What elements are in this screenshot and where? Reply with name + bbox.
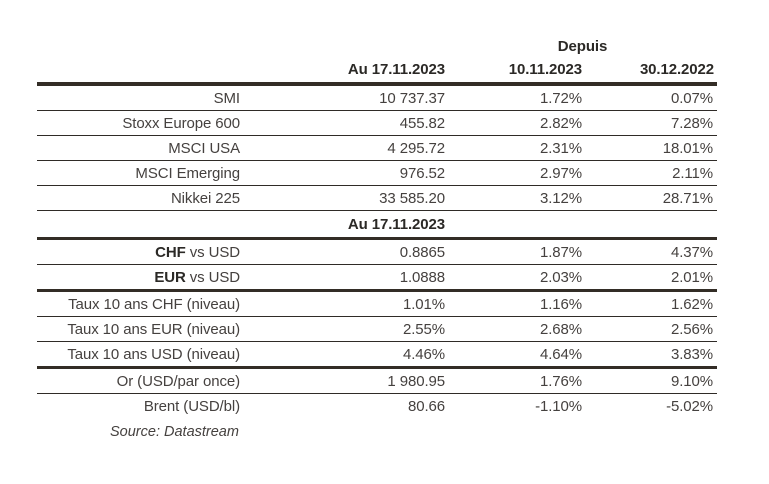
row-value-change-week: 2.31% bbox=[448, 135, 585, 161]
column-header-row: Au 17.11.2023 10.11.2023 30.12.2022 bbox=[37, 57, 718, 86]
row-value-change-week: 2.82% bbox=[448, 110, 585, 136]
row-value-change-ytd: 3.83% bbox=[585, 341, 718, 369]
row-value-change-ytd: 4.37% bbox=[585, 238, 718, 265]
table-row-brent: Brent (USD/bl) 80.66 -1.10% -5.02% bbox=[37, 394, 717, 419]
row-label-currency: CHF bbox=[155, 243, 186, 261]
row-value-level: 4 295.72 bbox=[243, 135, 448, 161]
table-row-taux-10-ans-usd: Taux 10 ans USD (niveau) 4.46% 4.64% 3.8… bbox=[37, 341, 718, 369]
table-row-or-gold: Or (USD/par once) 1 980.95 1.76% 9.10% bbox=[37, 367, 718, 394]
sub-header-spacer bbox=[37, 210, 243, 240]
row-value-change-week: 1.87% bbox=[448, 238, 585, 265]
row-value-change-ytd: 2.11% bbox=[585, 160, 718, 186]
row-label: MSCI USA bbox=[37, 135, 243, 161]
row-value-level: 455.82 bbox=[243, 110, 448, 136]
column-header-au-17-11-2023: Au 17.11.2023 bbox=[243, 57, 448, 86]
row-value-change-ytd: 0.07% bbox=[585, 84, 718, 111]
header-spacer bbox=[37, 57, 243, 86]
sub-header-label: Au 17.11.2023 bbox=[243, 210, 448, 240]
depuis-header-row: Depuis bbox=[37, 36, 717, 57]
row-label: Or (USD/par once) bbox=[37, 367, 243, 394]
table-row-taux-10-ans-eur: Taux 10 ans EUR (niveau) 2.55% 2.68% 2.5… bbox=[37, 316, 718, 342]
row-value-change-ytd: -5.02% bbox=[666, 397, 714, 415]
row-label: EUR vs USD bbox=[37, 264, 243, 292]
row-label-rest: vs USD bbox=[185, 268, 240, 286]
row-value-level: 1.01% bbox=[243, 290, 448, 317]
row-label: Nikkei 225 bbox=[37, 185, 243, 211]
row-label: Brent (USD/bl) bbox=[143, 397, 240, 415]
table-row-msci-usa: MSCI USA 4 295.72 2.31% 18.01% bbox=[37, 135, 718, 161]
row-value-change-week: 2.03% bbox=[448, 264, 585, 292]
table-row-chf-vs-usd: CHF vs USD 0.8865 1.87% 4.37% bbox=[37, 238, 718, 265]
row-value-change-week: 3.12% bbox=[448, 185, 585, 211]
table-row-smi: SMI 10 737.37 1.72% 0.07% bbox=[37, 84, 718, 111]
row-value-change-week: 1.76% bbox=[448, 367, 585, 394]
market-performance-table: Depuis Au 17.11.2023 10.11.2023 30.12.20… bbox=[37, 36, 718, 419]
row-value-level: 33 585.20 bbox=[243, 185, 448, 211]
row-value-level: 1 980.95 bbox=[243, 367, 448, 394]
row-value-change-ytd: 2.01% bbox=[585, 264, 718, 292]
row-label: Taux 10 ans USD (niveau) bbox=[37, 341, 243, 369]
row-value-change-week: 1.72% bbox=[448, 84, 585, 111]
table-row-taux-10-ans-chf: Taux 10 ans CHF (niveau) 1.01% 1.16% 1.6… bbox=[37, 290, 718, 317]
row-value-change-ytd: 28.71% bbox=[585, 185, 718, 211]
row-value-change-week: 4.64% bbox=[448, 341, 585, 369]
row-value-level: 2.55% bbox=[243, 316, 448, 342]
row-label: Taux 10 ans CHF (niveau) bbox=[37, 290, 243, 317]
row-value-level: 0.8865 bbox=[243, 238, 448, 265]
row-label: MSCI Emerging bbox=[37, 160, 243, 186]
row-value-change-ytd: 1.62% bbox=[585, 290, 718, 317]
depuis-header-label: Depuis bbox=[557, 38, 608, 55]
row-value-change-week: -1.10% bbox=[535, 397, 582, 415]
row-label: Stoxx Europe 600 bbox=[37, 110, 243, 136]
table-row-eur-vs-usd: EUR vs USD 1.0888 2.03% 2.01% bbox=[37, 264, 718, 292]
row-value-change-week: 2.68% bbox=[448, 316, 585, 342]
row-value-change-ytd: 18.01% bbox=[585, 135, 718, 161]
row-value-level: 976.52 bbox=[243, 160, 448, 186]
row-value-level: 4.46% bbox=[243, 341, 448, 369]
column-header-10-11-2023: 10.11.2023 bbox=[448, 57, 585, 86]
row-value-change-week: 1.16% bbox=[448, 290, 585, 317]
row-value-change-ytd: 7.28% bbox=[585, 110, 718, 136]
column-header-30-12-2022: 30.12.2022 bbox=[585, 57, 718, 86]
row-label: SMI bbox=[37, 84, 243, 111]
row-label: CHF vs USD bbox=[37, 238, 243, 265]
row-value-level: 1.0888 bbox=[243, 264, 448, 292]
row-label-currency: EUR bbox=[154, 268, 186, 286]
table-row-nikkei-225: Nikkei 225 33 585.20 3.12% 28.71% bbox=[37, 185, 718, 211]
table-row-stoxx-europe-600: Stoxx Europe 600 455.82 2.82% 7.28% bbox=[37, 110, 718, 136]
row-value-change-week: 2.97% bbox=[448, 160, 585, 186]
table-row-msci-emerging: MSCI Emerging 976.52 2.97% 2.11% bbox=[37, 160, 718, 186]
row-value-level: 10 737.37 bbox=[243, 84, 448, 111]
row-label-rest: vs USD bbox=[185, 243, 240, 261]
row-value-change-ytd: 9.10% bbox=[585, 367, 718, 394]
row-label: Taux 10 ans EUR (niveau) bbox=[37, 316, 243, 342]
sub-header-spacer bbox=[448, 210, 718, 240]
source-note: Source: Datastream bbox=[110, 424, 239, 440]
row-value-level: 80.66 bbox=[407, 397, 445, 415]
header-spacer bbox=[37, 36, 448, 57]
sub-header-row-au-17-11-2023: Au 17.11.2023 bbox=[37, 210, 718, 240]
row-value-change-ytd: 2.56% bbox=[585, 316, 718, 342]
